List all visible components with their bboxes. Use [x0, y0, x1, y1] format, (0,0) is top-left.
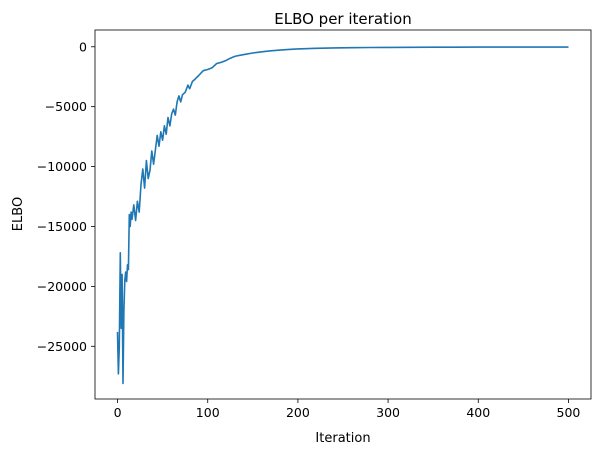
x-tick-label: 500: [557, 405, 581, 420]
elbo-series-line: [116, 46, 569, 385]
plot-area: [116, 46, 569, 385]
y-axis-ticks: 0 −5000 −10000 −15000 −20000 −25000: [37, 39, 95, 354]
y-axis-label: ELBO: [11, 197, 26, 231]
y-tick-label: −10000: [37, 159, 87, 174]
y-tick-label: −20000: [37, 279, 87, 294]
axes-frame: [94, 29, 592, 400]
y-tick-label: −5000: [45, 99, 87, 114]
y-tick-label: 0: [79, 39, 87, 54]
y-tick-label: −25000: [37, 339, 87, 354]
x-tick-label: 300: [376, 405, 400, 420]
chart-title: ELBO per iteration: [274, 10, 412, 28]
x-tick-label: 0: [114, 405, 122, 420]
y-tick-label: −15000: [37, 219, 87, 234]
x-axis-label: Iteration: [315, 431, 370, 446]
x-tick-label: 400: [466, 405, 490, 420]
x-tick-label: 100: [196, 405, 220, 420]
x-axis-ticks: 0 100 200 300 400 500: [114, 399, 581, 420]
x-tick-label: 200: [286, 405, 310, 420]
